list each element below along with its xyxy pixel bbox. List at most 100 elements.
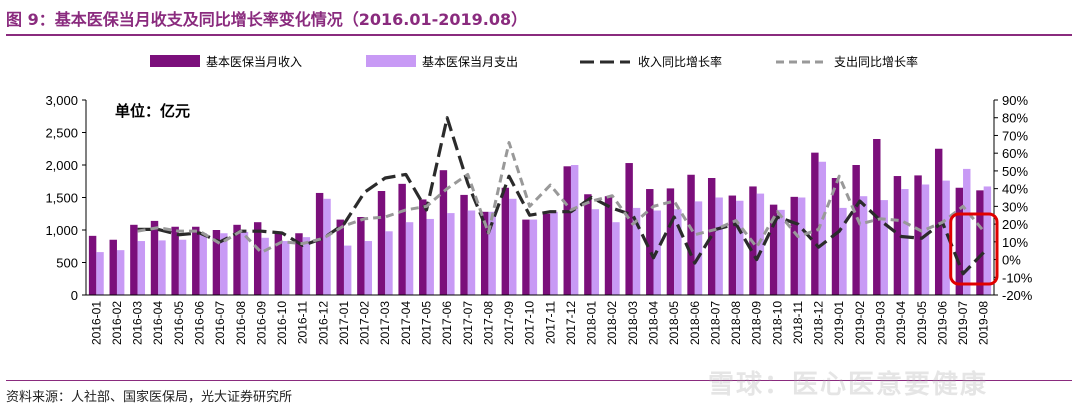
expense-bar [302, 237, 311, 295]
highlight-box [949, 212, 999, 286]
x-tick-label: 2017-02 [358, 301, 372, 345]
bars-group [88, 139, 992, 295]
income-bar [336, 219, 344, 295]
income-bar [666, 188, 675, 295]
income-bar [604, 196, 613, 295]
income-bar [955, 187, 964, 295]
left-tick-label: 3,000 [45, 93, 78, 108]
income-bar [192, 226, 200, 295]
expense-bar [901, 189, 909, 295]
income-bar [357, 217, 365, 295]
expense-bar [488, 211, 496, 295]
income-bar [790, 196, 798, 295]
income-bar [233, 224, 241, 295]
x-tick-label: 2017-08 [481, 301, 495, 345]
lines-group [137, 116, 985, 276]
legend-label: 收入同比增长率 [638, 54, 722, 69]
income-bar [377, 191, 386, 295]
expense-bar [467, 210, 476, 295]
chart-title: 图 9：基本医保当月收支及同比增长率变化情况（2016.01-2019.08） [6, 10, 528, 29]
right-tick-label: 30% [1002, 199, 1028, 214]
income-bar [914, 175, 922, 295]
expense-bar [756, 193, 765, 295]
x-tick-label: 2018-05 [667, 301, 681, 345]
left-tick-label: 2,000 [45, 158, 78, 173]
income-bar [542, 213, 551, 295]
x-tick-label: 2016-11 [296, 301, 310, 344]
expense-bar [942, 180, 950, 295]
x-tick-label: 2018-03 [626, 301, 640, 345]
right-tick-label: -20% [1002, 288, 1033, 303]
income-bar [563, 166, 571, 295]
x-tick-label: 2016-07 [213, 301, 227, 345]
income-bar [419, 199, 427, 295]
x-tick-label: 2019-01 [832, 301, 846, 345]
expense-bar [777, 209, 785, 295]
expense-bar [963, 168, 971, 295]
income-bar [893, 176, 902, 295]
right-tick-label: 80% [1002, 111, 1028, 126]
unit-label: 单位：亿元 [115, 102, 190, 120]
expense-bar [818, 161, 827, 295]
expense-bar [859, 196, 868, 295]
expense-bar [839, 207, 847, 295]
expense-bar [405, 222, 414, 295]
legend-label: 基本医保当月支出 [422, 55, 518, 69]
expense-growth-line [137, 141, 985, 254]
expense-bar [591, 209, 600, 295]
income-bar [852, 165, 860, 295]
highlight-group [949, 212, 999, 286]
expense-bar [880, 200, 888, 295]
expense-bar [199, 233, 207, 295]
right-tick-label: -10% [1002, 270, 1033, 285]
income-bar [295, 233, 303, 295]
income-bar [480, 211, 489, 295]
legend: 基本医保当月收入 基本医保当月支出 收入同比增长率 支出同比增长率 [150, 54, 918, 69]
income-growth-line [137, 116, 985, 276]
right-tick-label: 60% [1002, 146, 1028, 161]
income-bar [398, 183, 406, 295]
expense-bar [983, 186, 992, 295]
expense-bar [96, 252, 104, 295]
x-tick-label: 2019-02 [853, 301, 867, 345]
expense-bar [612, 222, 620, 295]
expense-bar [178, 239, 187, 295]
right-tick-label: 20% [1002, 217, 1028, 232]
x-tick-label: 2018-08 [729, 301, 743, 345]
right-tick-label: 50% [1002, 164, 1028, 179]
right-tick-label: 90% [1002, 93, 1028, 108]
income-bar [646, 189, 654, 295]
income-bar [728, 195, 737, 295]
expense-bar [736, 200, 744, 295]
right-axis: -20% -10% 0% 10% 20% 30% 40% 50% 60% 70% 80% 90% [993, 93, 1033, 303]
expense-bar [385, 231, 393, 295]
source-note: 资料来源：人社部、国家医保局，光大证券研究所 [6, 390, 293, 405]
income-bar [88, 235, 97, 295]
expense-bar [447, 213, 455, 295]
income-bar [501, 187, 510, 295]
x-tick-label: 2017-07 [461, 301, 475, 345]
income-bar [253, 222, 262, 295]
left-axis: 0 500 1,000 1,500 2,000 2,500 3,000 [45, 93, 87, 303]
expense-bar [550, 211, 558, 295]
x-tick-label: 2019-05 [915, 301, 929, 345]
income-bar [439, 170, 448, 295]
income-bar [212, 230, 221, 295]
x-tick-label: 2018-01 [585, 301, 599, 345]
x-tick-label: 2017-05 [420, 301, 434, 345]
x-tick-label: 2017-11 [543, 301, 557, 344]
income-bar [150, 220, 159, 295]
x-tick-label: 2019-07 [956, 301, 970, 345]
x-tick-label: 2018-07 [708, 301, 722, 345]
x-tick-label: 2017-06 [440, 301, 454, 345]
expense-bar [509, 198, 517, 295]
x-tick-label: 2018-09 [750, 301, 764, 345]
income-bar [109, 239, 117, 295]
x-tick-label: 2019-03 [874, 301, 888, 345]
income-bar [315, 192, 324, 295]
x-axis: 2016-01 2016-02 2016-03 2016-04 2016-05 2016-… [86, 294, 994, 345]
expense-bar [220, 233, 228, 295]
x-tick-label: 2017-01 [337, 301, 351, 345]
x-tick-label: 2016-10 [275, 301, 289, 345]
x-tick-label: 2018-06 [688, 301, 702, 345]
